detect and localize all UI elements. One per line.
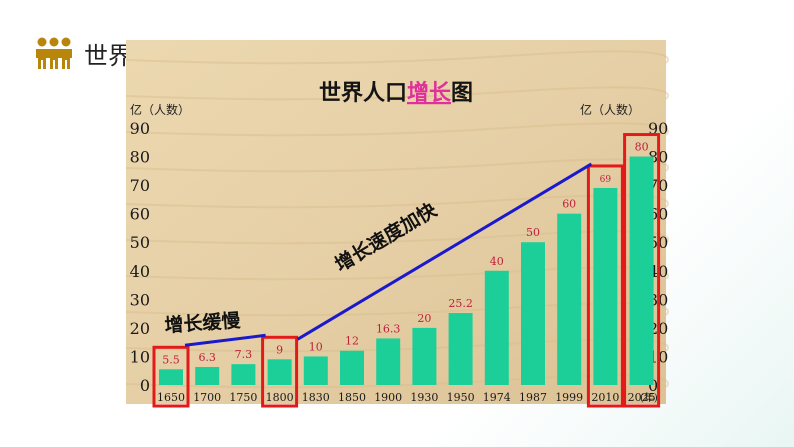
bar (593, 187, 618, 385)
bar-value-label: 7.3 (235, 348, 253, 361)
bar-value-label: 60 (562, 198, 576, 211)
bar (303, 356, 328, 385)
bar (484, 270, 509, 385)
bar-value-label: 25.2 (448, 297, 473, 310)
chart-title-part: 图 (451, 80, 473, 106)
chart-title-part: 增长 (407, 80, 452, 106)
bar-value-label: 12 (345, 335, 359, 348)
bar (267, 359, 292, 385)
bar (159, 369, 183, 385)
annotation-slow-growth: 增长缓慢 (164, 309, 242, 337)
y-tick-label-left: 60 (130, 205, 150, 224)
bar-value-label: 6.3 (198, 351, 216, 364)
y-tick-label-left: 80 (130, 148, 150, 167)
x-tick-label: 1930 (410, 391, 438, 404)
x-tick-label: 1950 (447, 391, 475, 404)
bar (448, 313, 473, 385)
bar-value-label: 10 (309, 340, 323, 353)
x-tick-label: 1800 (266, 391, 294, 404)
left-unit-label: 亿（人数） (130, 102, 190, 117)
bar (629, 156, 654, 385)
y-tick-label-left: 10 (130, 347, 150, 366)
bar (412, 327, 437, 385)
x-tick-label: 1900 (374, 391, 402, 404)
bar (340, 350, 364, 385)
trend-line-fast (296, 162, 593, 341)
x-tick-label: 1750 (229, 391, 257, 404)
x-tick-label: 1999 (555, 391, 583, 404)
bar-value-label: 16.3 (376, 322, 401, 335)
x-tick-label: 2010 (591, 391, 619, 404)
highlight-box (261, 335, 299, 408)
y-tick-label-left: 0 (140, 376, 150, 395)
right-unit-label: 亿（人数） (580, 102, 640, 117)
x-tick-label: 1974 (483, 391, 511, 404)
bar-value-label: 9 (276, 343, 283, 356)
bar (231, 364, 256, 385)
year-unit-label: (年) (640, 391, 658, 404)
bar (376, 338, 401, 385)
x-tick-label: 2025 (628, 391, 656, 404)
bar (521, 242, 545, 385)
bar-value-label: 69 (600, 175, 612, 185)
bar-value-label: 50 (526, 226, 540, 239)
highlight-box (586, 164, 624, 408)
y-tick-label-left: 50 (130, 233, 150, 252)
x-tick-label: 1830 (302, 391, 330, 404)
bar-value-label: 5.5 (162, 353, 180, 366)
trend-line-slow (184, 333, 266, 347)
bar-value-label: 20 (417, 312, 431, 325)
highlight-box (152, 345, 190, 408)
bar-value-label: 80 (635, 141, 649, 154)
y-tick-label-left: 40 (130, 262, 150, 281)
bar-value-label: 40 (490, 255, 504, 268)
bar (557, 213, 582, 385)
chart-title-part: 世界人口 (319, 80, 407, 106)
bar (195, 367, 220, 385)
x-tick-label: 1650 (157, 391, 185, 404)
highlight-box (623, 133, 661, 408)
people-group-icon (36, 37, 72, 69)
y-tick-label-left: 30 (130, 290, 150, 309)
y-tick-label-right: 0 (648, 376, 658, 395)
x-tick-label: 1700 (193, 391, 221, 404)
y-tick-label-left: 90 (130, 119, 150, 138)
x-tick-label: 1987 (519, 391, 547, 404)
y-tick-label-left: 70 (130, 176, 150, 195)
x-tick-label: 1850 (338, 391, 366, 404)
y-tick-label-left: 20 (130, 319, 150, 338)
chart-title: 世界人口增长图 (319, 80, 473, 106)
